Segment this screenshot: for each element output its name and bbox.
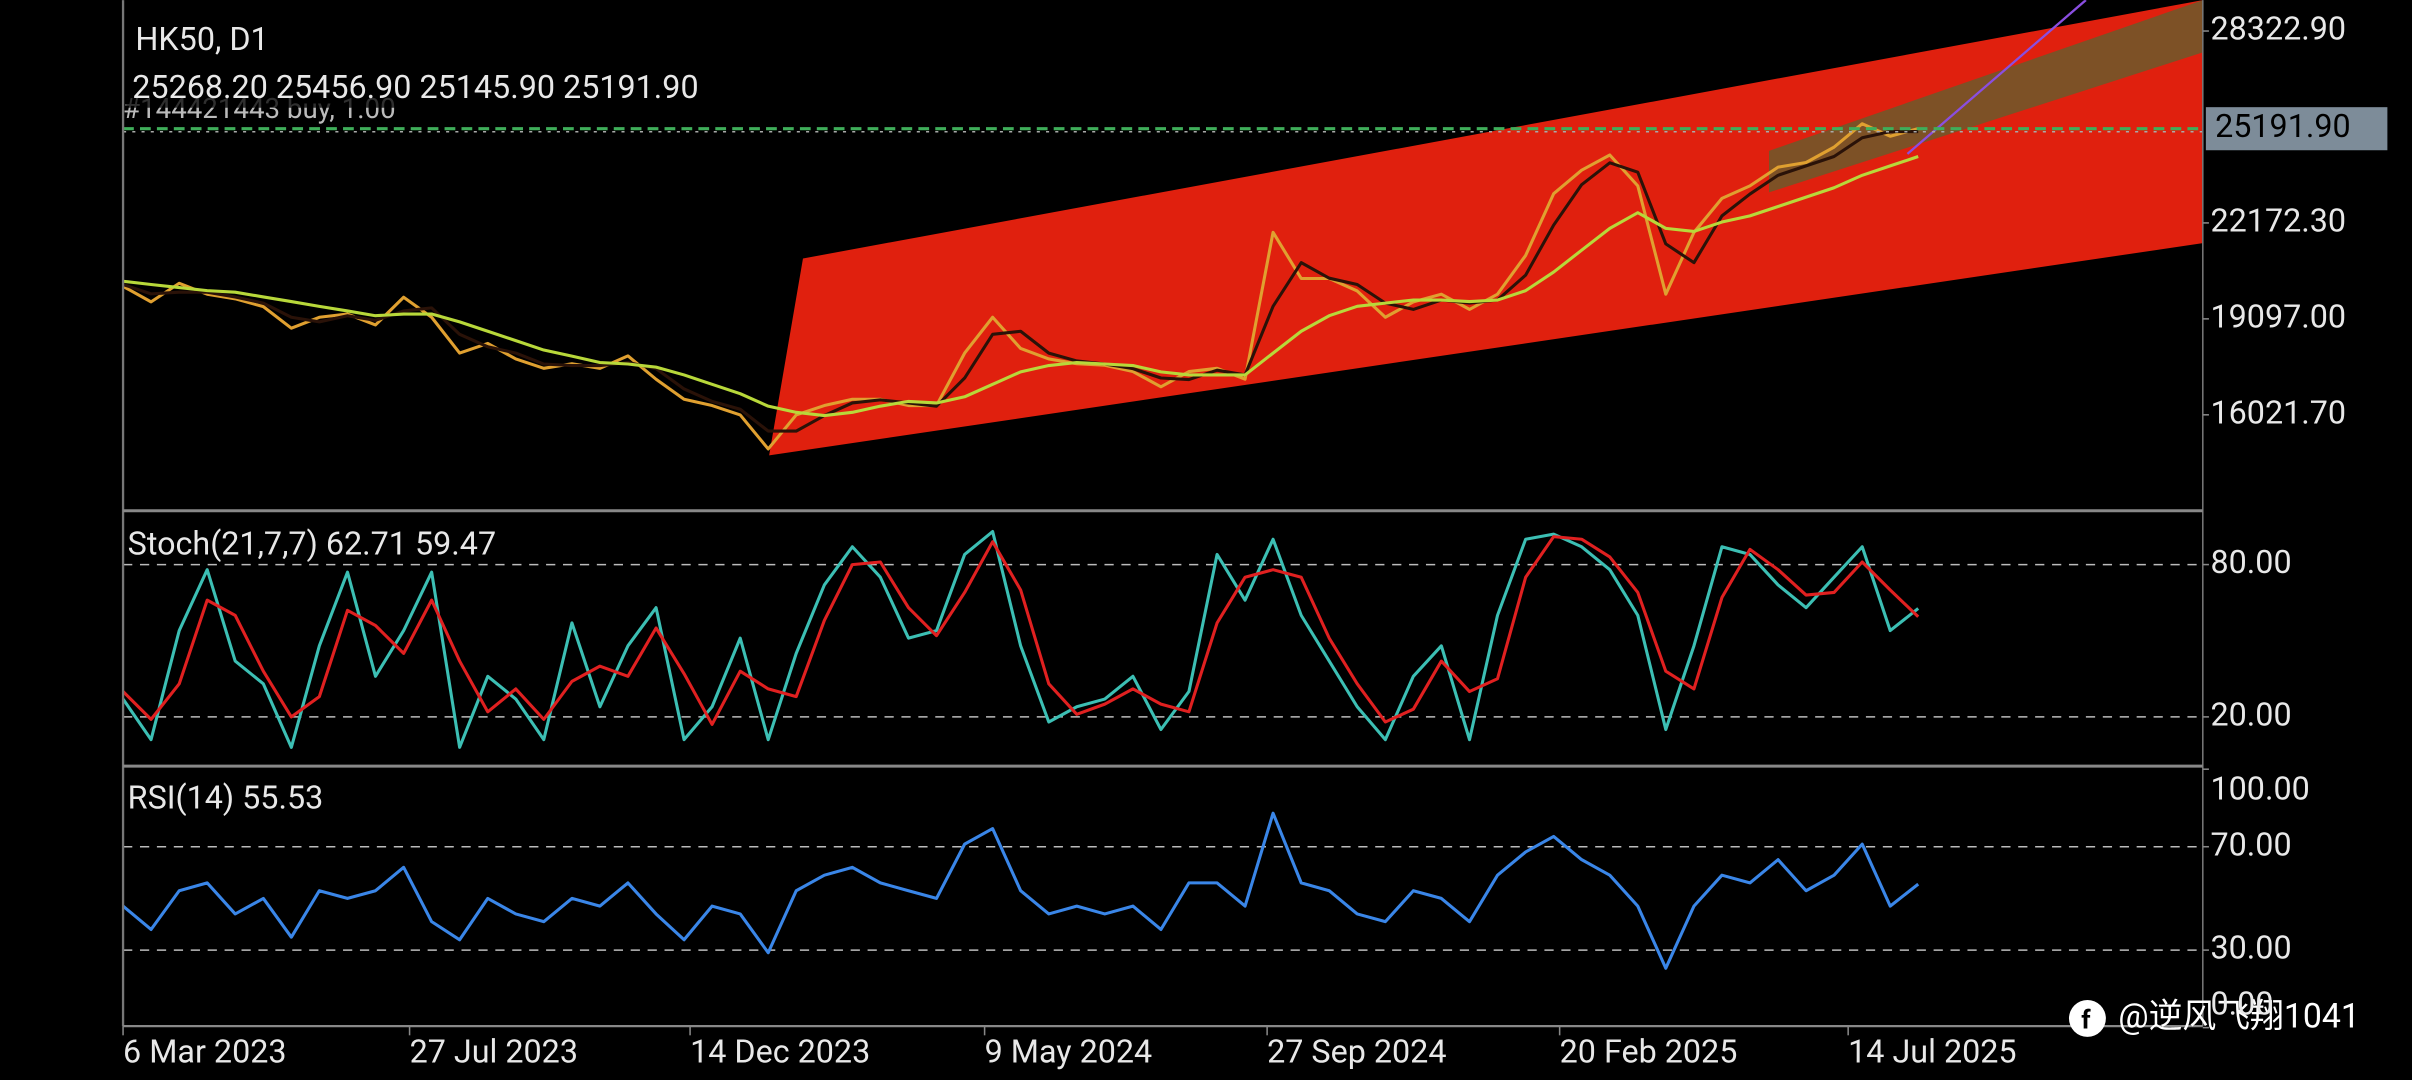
channel-overlay <box>1769 0 2203 193</box>
x-tick-label: 27 Sep 2024 <box>1267 1032 1446 1070</box>
watermark: f @逆风飞翔1041 <box>2068 997 2360 1037</box>
y-tick-label: 28322.90 <box>2210 10 2346 48</box>
series-line <box>123 811 1920 970</box>
x-tick-label: 27 Jul 2023 <box>410 1032 578 1070</box>
watermark-icon-glyph: f <box>2081 1005 2091 1035</box>
x-tick-label: 14 Dec 2023 <box>690 1032 870 1070</box>
price-tag-box <box>2205 107 2388 151</box>
y-tick-label: 16021.70 <box>2210 393 2346 431</box>
y-tick-label: 22172.30 <box>2210 201 2346 239</box>
symbol-title: HK50, D1 <box>135 20 268 58</box>
price-tag-label: 25191.90 <box>2215 107 2351 145</box>
series-line <box>123 155 1919 418</box>
y-tick-label: 70.00 <box>2210 825 2291 863</box>
x-tick-label: 20 Feb 2025 <box>1560 1032 1738 1070</box>
y-tick-label: 100.00 <box>2210 769 2309 807</box>
header-backdrop <box>126 67 803 108</box>
series-line <box>123 535 1920 726</box>
stoch-title: Stoch(21,7,7) 62.71 59.47 <box>128 525 496 563</box>
series-line <box>123 130 1919 433</box>
regression-channel <box>769 0 2203 456</box>
ohlc-values: 25268.20 25456.90 25145.90 25191.90 <box>132 68 698 106</box>
plots <box>123 122 2203 970</box>
y-tick-label: 19097.00 <box>2210 297 2346 335</box>
x-tick-label: 14 Jul 2025 <box>1848 1032 2016 1070</box>
y-tick-label: 80.00 <box>2210 543 2291 581</box>
y-tick-label: 20.00 <box>2210 695 2291 733</box>
watermark-icon <box>2068 999 2106 1037</box>
x-tick-label: 9 May 2024 <box>985 1032 1153 1070</box>
y-tick-label: 0.00 <box>2210 985 2273 1023</box>
watermark-text: @逆风飞翔1041 <box>2118 997 2360 1036</box>
series-line <box>123 530 1920 749</box>
rsi-title: RSI(14) 55.53 <box>128 778 324 816</box>
x-tick-label: 6 Mar 2023 <box>123 1032 287 1070</box>
y-tick-label: 30.00 <box>2210 929 2291 967</box>
